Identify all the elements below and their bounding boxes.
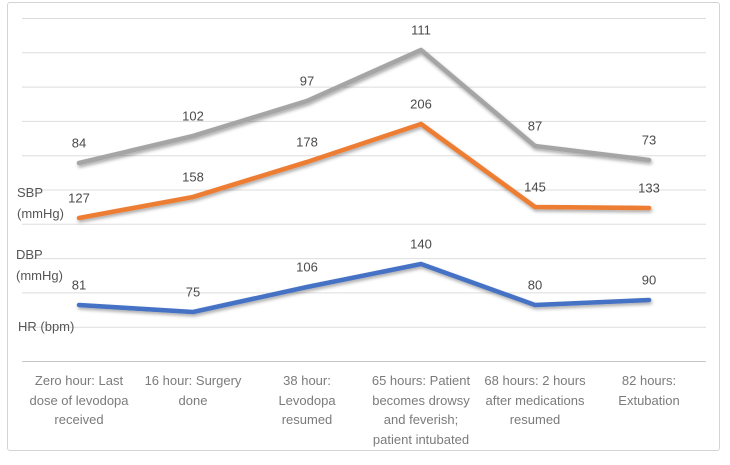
data-label-dbp-0: 84 [71,135,87,151]
data-label-sbp-3: 206 [410,96,432,112]
data-label-hr-5: 90 [641,272,657,288]
axis-label-dbp: DBP (mmHg) [16,247,63,283]
data-label-dbp-3: 111 [411,22,431,38]
series-line-sbp [76,121,652,221]
data-label-hr-3: 140 [410,236,432,252]
category-label-1: 16 hour: Surgery done [144,373,242,408]
data-label-hr-0: 81 [71,277,87,293]
category-label-0: Zero hour: Last dose of levodopa receive… [29,373,129,427]
data-label-sbp-5: 133 [638,180,660,196]
category-label-5: 82 hours: Extubation [618,373,680,408]
data-label-dbp-2: 97 [299,73,315,89]
data-label-dbp-1: 102 [182,108,204,124]
series-lines [76,47,652,315]
series-line-dbp [76,47,652,166]
category-label-4: 68 hours: 2 hours after medications resu… [484,373,586,427]
data-label-hr-2: 106 [296,259,318,275]
data-label-sbp-1: 158 [182,169,204,185]
data-label-dbp-5: 73 [641,132,657,148]
data-label-sbp-4: 145 [524,179,546,195]
data-label-dbp-4: 87 [527,118,543,134]
data-label-hr-1: 75 [185,284,201,300]
data-label-hr-4: 80 [527,277,543,293]
gridlines [22,18,706,362]
data-label-sbp-0: 127 [68,190,90,206]
axis-label-hr: HR (bpm) [18,319,75,334]
category-label-2: 38 hour: Levodopa resumed [278,373,336,427]
data-label-sbp-2: 178 [296,134,318,150]
category-label-3: 65 hours: Patient becomes drowsy and fev… [371,373,471,447]
axis-label-sbp: SBP (mmHg) [17,185,64,221]
series-line-hr [76,261,652,315]
